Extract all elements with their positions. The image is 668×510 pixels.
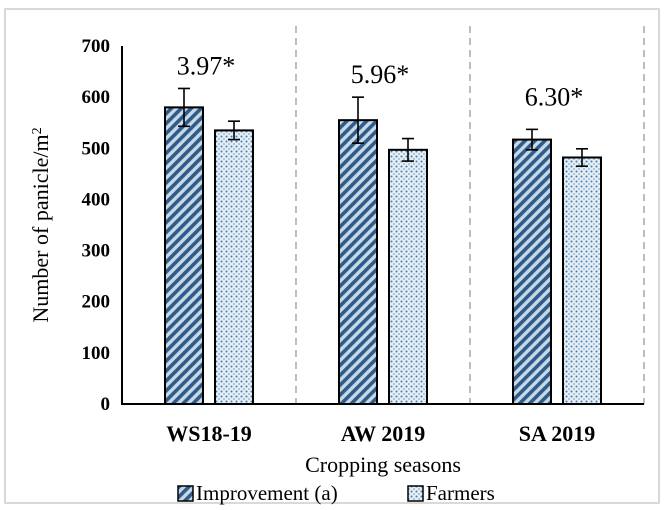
bar-improvement (164, 106, 204, 405)
y-tick-label: 600 (82, 87, 111, 108)
legend-label: Farmers (426, 481, 495, 505)
annotations: 3.97* 5.96* 6.30* (177, 51, 584, 111)
legend-swatch (407, 485, 424, 502)
bars (164, 106, 602, 406)
bar-farmers (562, 156, 602, 405)
svg-text:Number of panicle/m2: Number of panicle/m2 (28, 127, 53, 322)
y-tick-label: 100 (82, 343, 111, 364)
x-tick-label: AW 2019 (341, 421, 426, 446)
y-axis-title-text: Number of panicle/m (28, 134, 53, 322)
legend: Improvement (a) Farmers (177, 481, 495, 505)
x-tick-label: SA 2019 (519, 421, 595, 446)
y-axis-title-superscript: 2 (30, 127, 45, 134)
x-tick-label: WS18-19 (166, 421, 252, 446)
y-tick-label: 700 (82, 36, 111, 57)
category-separators (295, 26, 645, 404)
y-axis-title: Number of panicle/m2 (28, 127, 53, 322)
error-bars (178, 87, 588, 167)
y-tick-label: 400 (82, 189, 111, 210)
significance-label: 6.30* (525, 82, 584, 111)
y-tick-label: 200 (82, 292, 111, 313)
significance-label: 5.96* (351, 60, 410, 89)
bar-farmers (388, 148, 428, 405)
bar-farmers (214, 129, 254, 405)
legend-swatch (177, 485, 194, 502)
y-tick-label: 500 (82, 138, 111, 159)
x-axis-categories: WS18-19 AW 2019 SA 2019 (166, 421, 595, 446)
bar-improvement (512, 138, 552, 405)
y-axis-ticks: 0 100 200 300 400 500 600 700 (82, 36, 111, 415)
x-axis-title: Cropping seasons (305, 452, 461, 477)
legend-label: Improvement (a) (196, 481, 338, 505)
significance-label: 3.97* (177, 51, 236, 80)
y-tick-label: 300 (82, 241, 111, 262)
y-tick-label: 0 (101, 394, 111, 415)
bar-improvement (338, 119, 378, 406)
